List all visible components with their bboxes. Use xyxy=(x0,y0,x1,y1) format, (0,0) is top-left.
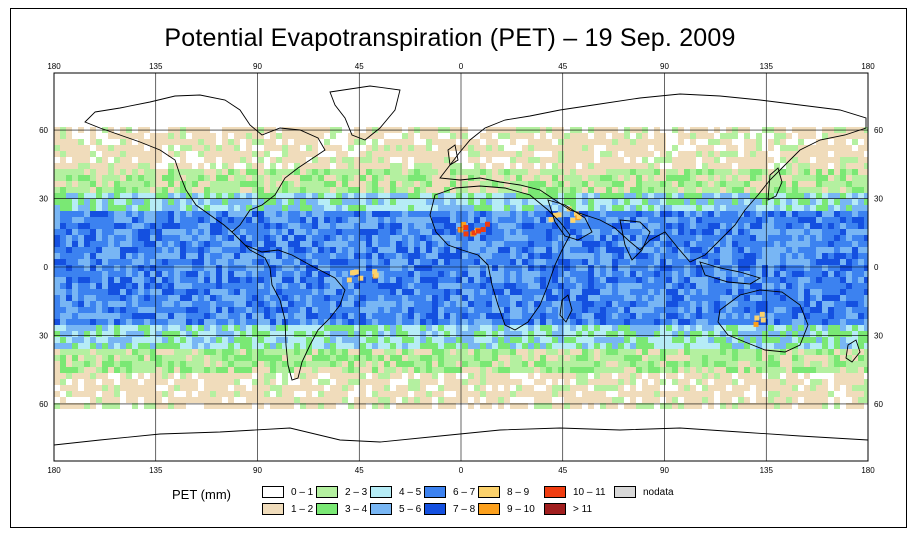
legend-0-1: 0 – 1 xyxy=(262,485,313,499)
legend-label: > 11 xyxy=(573,503,592,515)
legend-swatch xyxy=(614,486,636,498)
lon-tick-bottom: 90 xyxy=(660,466,669,475)
lat-tick-left: 30 xyxy=(39,195,48,204)
graticule xyxy=(54,73,868,461)
lon-tick-bottom: 90 xyxy=(253,466,262,475)
coastlines xyxy=(54,85,868,446)
figure-frame xyxy=(10,8,907,528)
lon-tick-top: 180 xyxy=(861,62,875,71)
legend-label: 7 – 8 xyxy=(453,503,476,515)
lon-tick-bottom: 45 xyxy=(355,466,364,475)
lon-tick-top: 135 xyxy=(149,62,163,71)
pet-field xyxy=(54,73,868,461)
legend-9-10: 9 – 10 xyxy=(478,502,535,516)
legend-label: 1 – 2 xyxy=(291,503,314,515)
legend-8-9: 8 – 9 xyxy=(478,485,529,499)
legend-2-3: 2 – 3 xyxy=(316,485,367,499)
legend-label: 10 – 11 xyxy=(573,486,606,498)
legend-nodata: nodata xyxy=(614,485,674,499)
legend-label: 8 – 9 xyxy=(507,486,530,498)
lat-tick-left: 60 xyxy=(39,400,48,409)
lat-tick-right: 30 xyxy=(874,195,883,204)
lon-tick-bottom: 135 xyxy=(760,466,774,475)
lat-tick-left: 30 xyxy=(39,331,48,340)
legend-5-6: 5 – 6 xyxy=(370,502,421,516)
lon-tick-top: 45 xyxy=(355,62,364,71)
legend-swatch xyxy=(478,486,500,498)
legend-swatch xyxy=(262,486,284,498)
legend-1-2: 1 – 2 xyxy=(262,502,313,516)
legend-swatch xyxy=(478,503,500,515)
axis-ticks: 180 180 135 135 90 90 45 45 0 0 45 45 90 90 135 135 180 1… xyxy=(39,62,883,475)
lat-tick-left: 60 xyxy=(39,126,48,135)
legend-swatch xyxy=(544,486,566,498)
legend-6-7: 6 – 7 xyxy=(424,485,475,499)
lon-tick-bottom: 180 xyxy=(47,466,61,475)
legend-swatch xyxy=(262,503,284,515)
lon-tick-top: 135 xyxy=(760,62,774,71)
legend-swatch xyxy=(424,503,446,515)
map-border xyxy=(53,72,869,462)
legend-label: 0 – 1 xyxy=(291,486,314,498)
legend-3-4: 3 – 4 xyxy=(316,502,367,516)
lon-tick-bottom: 45 xyxy=(558,466,567,475)
legend-swatch xyxy=(370,503,392,515)
lat-tick-right: 60 xyxy=(874,126,883,135)
lon-tick-top: 0 xyxy=(459,62,464,71)
lon-tick-bottom: 0 xyxy=(459,466,464,475)
lon-tick-top: 180 xyxy=(47,62,61,71)
legend-7-8: 7 – 8 xyxy=(424,502,475,516)
legend-label: 6 – 7 xyxy=(453,486,476,498)
legend-gt-11: > 11 xyxy=(544,502,592,516)
lat-tick-right: 0 xyxy=(874,263,879,272)
lon-tick-top: 90 xyxy=(253,62,262,71)
legend-label: 4 – 5 xyxy=(399,486,422,498)
legend-label: 5 – 6 xyxy=(399,503,422,515)
lon-tick-top: 45 xyxy=(558,62,567,71)
map-title: Potential Evapotranspiration (PET) – 19 … xyxy=(164,24,736,52)
lon-tick-bottom: 180 xyxy=(861,466,875,475)
lon-tick-top: 90 xyxy=(660,62,669,71)
legend-label: 2 – 3 xyxy=(345,486,368,498)
lat-tick-right: 60 xyxy=(874,400,883,409)
legend-swatch xyxy=(370,486,392,498)
legend-label: 3 – 4 xyxy=(345,503,368,515)
lat-tick-right: 30 xyxy=(874,331,883,340)
legend-label: nodata xyxy=(643,486,674,498)
legend-title: PET (mm) xyxy=(172,487,231,502)
lon-tick-bottom: 135 xyxy=(149,466,163,475)
legend-10-11: 10 – 11 xyxy=(544,485,606,499)
legend-swatch xyxy=(316,503,338,515)
legend-4-5: 4 – 5 xyxy=(370,485,421,499)
legend-swatch xyxy=(316,486,338,498)
legend-swatch xyxy=(424,486,446,498)
lat-tick-left: 0 xyxy=(44,263,49,272)
legend-label: 9 – 10 xyxy=(507,503,535,515)
legend-swatch xyxy=(544,503,566,515)
